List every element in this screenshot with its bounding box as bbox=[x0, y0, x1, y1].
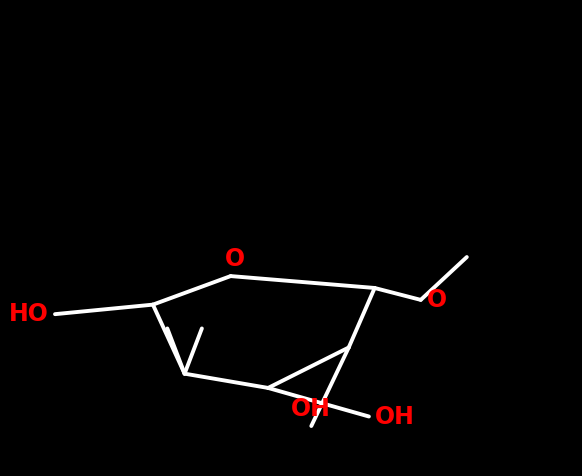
Text: O: O bbox=[427, 288, 446, 312]
Text: HO: HO bbox=[9, 302, 49, 326]
Text: O: O bbox=[225, 248, 245, 271]
Text: OH: OH bbox=[292, 397, 331, 421]
Text: OH: OH bbox=[375, 405, 414, 428]
